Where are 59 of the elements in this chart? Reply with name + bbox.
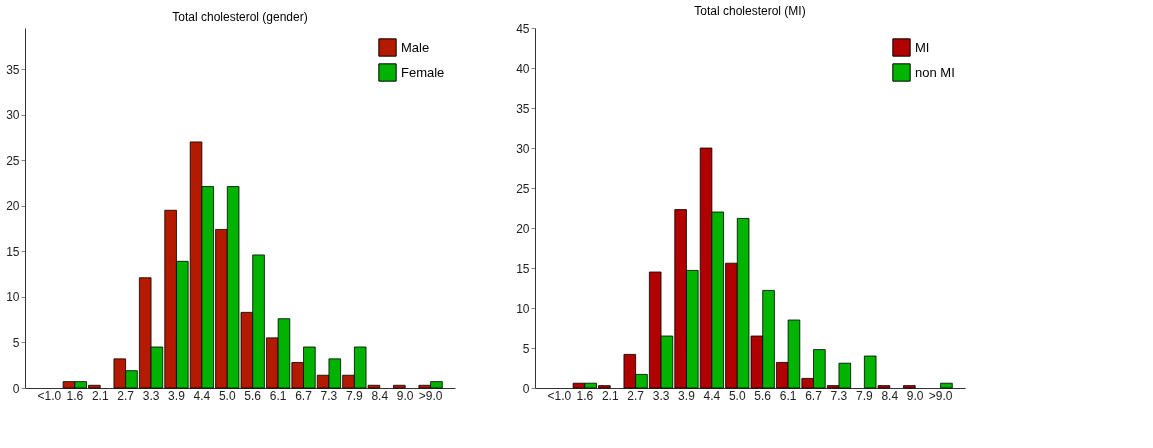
y-tick-label: 5 xyxy=(522,341,530,356)
y-tick-label: 15 xyxy=(6,244,20,259)
x-tick-label: 1.6 xyxy=(66,388,84,403)
x-tick-label: >9.0 xyxy=(928,388,953,403)
x-tick-label: <1.0 xyxy=(37,388,62,403)
bar xyxy=(903,385,916,389)
x-tick-label: 3.9 xyxy=(168,388,186,403)
y-tick-label: 0 xyxy=(522,381,530,396)
x-tick-label: 2.7 xyxy=(627,388,645,403)
x-tick-label: <1.0 xyxy=(547,388,572,403)
chart-title: Total cholesterol (gender) xyxy=(172,10,308,24)
x-tick-label: 4.4 xyxy=(703,388,721,403)
y-tick-label: 20 xyxy=(6,199,20,214)
x-tick-label: 8.4 xyxy=(881,388,899,403)
x-tick-label: 6.7 xyxy=(805,388,823,403)
legend-label: MI xyxy=(915,39,930,55)
x-tick-label: 7.3 xyxy=(320,388,338,403)
x-tick-label: 7.3 xyxy=(830,388,848,403)
x-tick-label: 5.6 xyxy=(244,388,262,403)
legend-label: Male xyxy=(401,39,430,55)
x-tick-label: 6.7 xyxy=(295,388,313,403)
x-tick-label: 2.1 xyxy=(91,388,109,403)
x-tick-label: 7.9 xyxy=(856,388,874,403)
x-tick-label: 8.4 xyxy=(371,388,389,403)
bar xyxy=(940,382,953,389)
y-tick-label: 20 xyxy=(516,221,530,236)
x-tick-label: 5.0 xyxy=(728,388,746,403)
x-tick-label: 9.0 xyxy=(396,388,414,403)
x-tick-label: 4.4 xyxy=(193,388,211,403)
x-tick-label: 3.9 xyxy=(678,388,696,403)
x-tick-label: 7.9 xyxy=(346,388,364,403)
x-tick-label: 2.7 xyxy=(117,388,135,403)
legend-label: non MI xyxy=(915,64,955,80)
x-tick-label: 6.1 xyxy=(269,388,287,403)
x-tick-label: 2.1 xyxy=(601,388,619,403)
y-tick-label: 35 xyxy=(516,101,530,116)
legend-label: Female xyxy=(401,64,445,80)
y-tick-label: 0 xyxy=(12,381,20,396)
x-tick-label: >9.0 xyxy=(418,388,443,403)
y-tick-label: 15 xyxy=(516,261,530,276)
y-tick-label: 5 xyxy=(12,335,20,350)
x-tick-label: 5.6 xyxy=(754,388,772,403)
y-tick-label: 10 xyxy=(516,301,530,316)
x-tick-label: 9.0 xyxy=(906,388,924,403)
chart-title: Total cholesterol (MI) xyxy=(694,4,806,18)
y-tick-label: 10 xyxy=(6,290,20,305)
y-tick-label: 25 xyxy=(6,153,20,168)
y-tick-label: 30 xyxy=(516,141,530,156)
x-tick-label: 3.3 xyxy=(142,388,160,403)
x-tick-label: 5.0 xyxy=(218,388,236,403)
y-tick-label: 40 xyxy=(516,61,530,76)
x-tick-label: 3.3 xyxy=(652,388,670,403)
bar xyxy=(393,384,406,389)
y-tick-label: 25 xyxy=(516,181,530,196)
x-tick-label: 1.6 xyxy=(576,388,594,403)
y-tick-label: 45 xyxy=(516,21,530,36)
y-tick-label: 30 xyxy=(6,108,20,123)
y-tick-label: 35 xyxy=(6,62,20,77)
x-tick-label: 6.1 xyxy=(779,388,797,403)
